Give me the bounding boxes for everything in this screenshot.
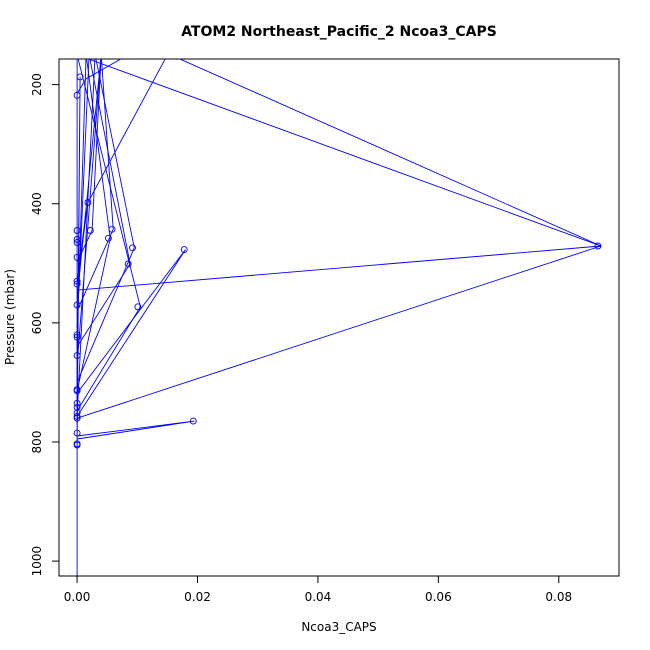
data-point-11 — [180, 246, 188, 254]
series-line-5 — [76, 249, 186, 417]
data-point-16 — [73, 280, 81, 288]
series-markers — [73, 73, 602, 449]
data-point-8 — [73, 236, 81, 243]
data-point-15 — [73, 277, 81, 285]
series-line-6 — [76, 59, 141, 412]
data-point-29 — [189, 417, 197, 425]
data-point-19 — [73, 331, 81, 339]
x-tick-label: 0.04 — [305, 590, 332, 604]
x-axis: 0.00 0.02 0.04 0.06 0.08 — [64, 575, 572, 604]
series-line-12 — [76, 59, 102, 300]
y-axis: 200 400 600 800 1000 — [30, 73, 60, 577]
x-tick-label: 0.08 — [545, 590, 572, 604]
series-line-4 — [77, 59, 602, 291]
x-tick-label: 0.06 — [425, 590, 452, 604]
data-point-4 — [73, 227, 81, 234]
series-line-14 — [76, 59, 122, 94]
series-line-7 — [76, 59, 135, 417]
y-tick-label: 200 — [30, 73, 44, 96]
data-point-21 — [73, 352, 81, 360]
x-tick-label: 0.02 — [184, 590, 211, 604]
data-point-5 — [108, 225, 116, 233]
plot-frame — [58, 58, 620, 577]
data-point-25 — [73, 403, 81, 411]
series-line-8 — [76, 59, 131, 347]
data-point-13 — [73, 253, 81, 261]
x-axis-label: Ncoa3_CAPS — [301, 620, 376, 634]
series-line-11 — [76, 59, 114, 365]
series-line-9 — [77, 420, 195, 440]
data-point-17 — [73, 301, 81, 309]
data-point-1 — [76, 73, 84, 81]
data-point-23 — [73, 387, 81, 395]
data-point-6 — [86, 227, 94, 234]
data-point-27 — [73, 412, 81, 420]
data-point-20 — [73, 333, 81, 341]
data-point-9 — [73, 239, 81, 246]
data-point-18 — [134, 303, 142, 311]
chart-title: ATOM2 Northeast_Pacific_2 Ncoa3_CAPS — [181, 24, 497, 40]
data-point-26 — [73, 409, 81, 417]
data-point-12 — [129, 244, 136, 252]
data-point-14 — [124, 260, 132, 268]
data-point-30 — [73, 429, 81, 437]
y-tick-label: 1000 — [30, 546, 44, 577]
y-tick-label: 800 — [30, 431, 44, 454]
data-point-2 — [73, 91, 81, 99]
series-line-13 — [76, 59, 166, 285]
y-tick-label: 400 — [30, 192, 44, 215]
y-tick-label: 600 — [30, 311, 44, 334]
series-line-10 — [76, 59, 111, 392]
data-point-32 — [73, 441, 81, 449]
x-tick-label: 0.00 — [64, 590, 91, 604]
data-point-3 — [84, 199, 92, 206]
y-axis-label: Pressure (mbar) — [3, 269, 17, 365]
data-point-10 — [594, 242, 602, 250]
data-point-7 — [104, 234, 112, 242]
data-point-28 — [73, 414, 81, 422]
series-lines — [76, 59, 603, 576]
series-line-3 — [76, 59, 603, 419]
data-point-24 — [73, 399, 81, 407]
